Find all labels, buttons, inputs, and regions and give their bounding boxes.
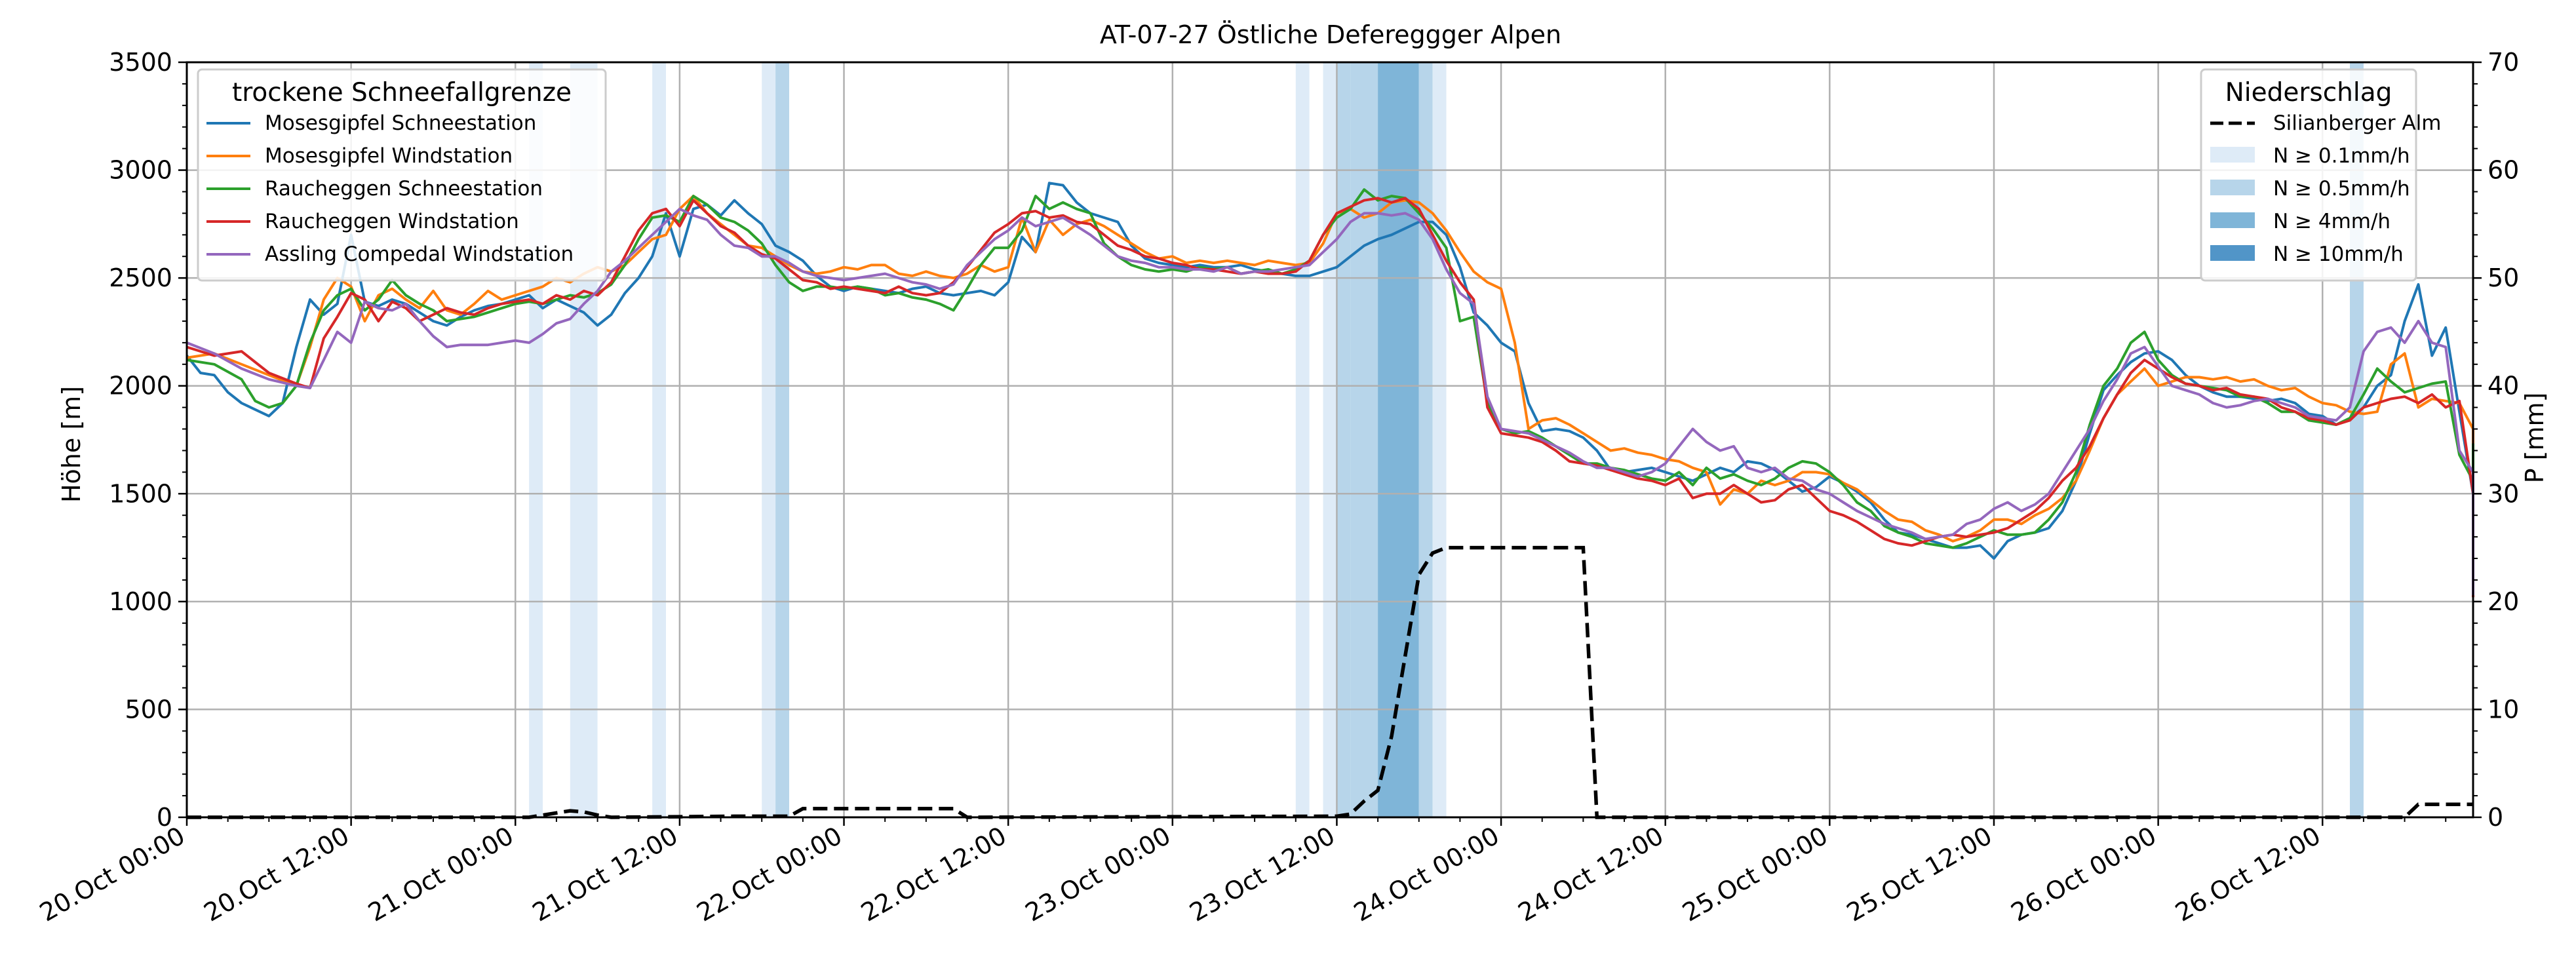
legend-entry: Assling Compedal Windstation <box>265 242 574 266</box>
chart-title: AT-07-27 Östliche Defereggger Alpen <box>1100 20 1561 49</box>
precip-band <box>1418 62 1433 817</box>
legend-entry: N ≥ 4mm/h <box>2273 210 2391 233</box>
y-right-tick-label: 30 <box>2488 479 2519 508</box>
x-tick-label: 24.Oct 00:00 <box>1349 821 1504 927</box>
x-tick-label: 24.Oct 12:00 <box>1513 821 1669 927</box>
y-tick-label: 3500 <box>109 48 172 77</box>
y-right-tick-label: 40 <box>2488 372 2519 400</box>
y-tick-label: 0 <box>157 803 172 832</box>
x-tick-label: 25.Oct 12:00 <box>1842 821 1997 927</box>
x-tick-label: 20.Oct 00:00 <box>35 821 190 927</box>
legend-left-title: trockene Schneefallgrenze <box>232 78 572 107</box>
y-tick-label: 2500 <box>109 263 172 292</box>
legend-right-title: Niederschlag <box>2225 78 2392 107</box>
precip-band <box>1337 62 1351 817</box>
precip-band <box>1350 62 1378 817</box>
legend-left-box <box>197 68 607 282</box>
legend-entry: Silianberger Alm <box>2273 111 2441 135</box>
precip-band <box>762 62 776 817</box>
legend-band-swatch <box>2210 147 2255 163</box>
legend-entry: N ≥ 0.1mm/h <box>2273 144 2410 168</box>
legend-entry: Raucheggen Windstation <box>265 210 519 233</box>
y-right-tick-label: 60 <box>2488 156 2519 185</box>
legend-entry: Mosesgipfel Schneestation <box>265 111 536 135</box>
legend-entry: Raucheggen Schneestation <box>265 177 543 201</box>
y-tick-label: 500 <box>125 695 172 724</box>
y-right-tick-label: 0 <box>2488 803 2503 832</box>
precip-band <box>1432 62 1447 817</box>
x-tick-label: 25.Oct 00:00 <box>1677 821 1833 927</box>
legend-band-swatch <box>2210 245 2255 261</box>
y-right-tick-label: 10 <box>2488 695 2519 724</box>
y-tick-label: 1500 <box>109 479 172 508</box>
x-tick-label: 20.Oct 12:00 <box>199 821 355 927</box>
series-line <box>186 207 2474 595</box>
legend-entry: Mosesgipfel Windstation <box>265 144 513 168</box>
y-right-tick-label: 70 <box>2488 48 2519 77</box>
series-line <box>185 182 2474 593</box>
legend-entry: N ≥ 10mm/h <box>2273 242 2404 266</box>
legend-entry: N ≥ 0.5mm/h <box>2273 177 2410 201</box>
precip-band <box>1323 62 1337 817</box>
series-line <box>186 195 2474 578</box>
legend-band-swatch <box>2210 212 2255 228</box>
x-tick-label: 26.Oct 12:00 <box>2170 821 2326 927</box>
y-axis-label: Höhe [m] <box>57 386 86 503</box>
precip-band <box>1295 62 1310 817</box>
y-tick-label: 1000 <box>109 587 172 616</box>
x-tick-label: 23.Oct 12:00 <box>1184 821 1340 927</box>
series-line <box>186 197 2474 598</box>
y-tick-label: 3000 <box>109 156 172 185</box>
precip-band <box>652 62 667 817</box>
y-axis-label-right: P [mm] <box>2520 393 2549 484</box>
y-right-tick-label: 50 <box>2488 263 2519 292</box>
plot-frame <box>185 61 2474 819</box>
legend-left: trockene Schneefallgrenze Mosesgipfel Sc… <box>197 68 607 282</box>
y-right-tick-label: 20 <box>2488 587 2519 616</box>
x-tick-label: 21.Oct 00:00 <box>363 821 518 927</box>
legend-band-swatch <box>2210 180 2255 195</box>
x-tick-label: 22.Oct 00:00 <box>692 821 847 927</box>
x-tick-label: 21.Oct 12:00 <box>528 821 683 927</box>
precip-band <box>775 62 789 817</box>
legend-right: Niederschlag Silianberger Alm N ≥ 0.1mm/h… <box>2200 68 2441 282</box>
precip-band <box>1378 62 1419 817</box>
x-tick-label: 23.Oct 00:00 <box>1021 821 1176 927</box>
x-tick-label: 22.Oct 12:00 <box>856 821 1011 927</box>
x-tick-label: 26.Oct 00:00 <box>2006 821 2162 927</box>
y-tick-label: 2000 <box>109 372 172 400</box>
